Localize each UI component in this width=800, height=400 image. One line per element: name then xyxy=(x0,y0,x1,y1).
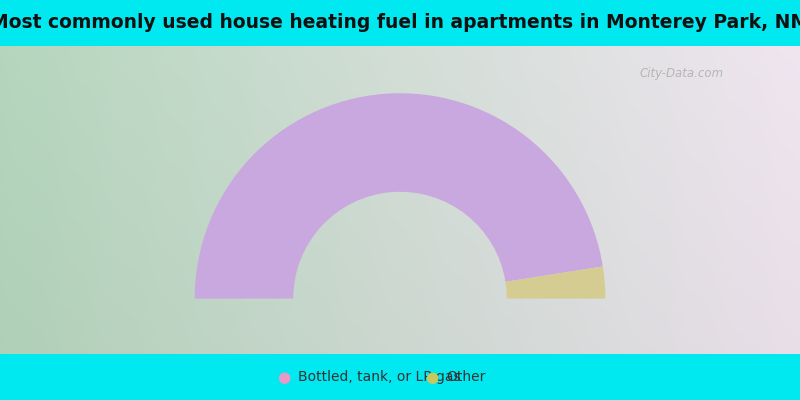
Wedge shape xyxy=(506,266,606,298)
Text: Other: Other xyxy=(446,370,486,384)
Wedge shape xyxy=(194,93,603,298)
Text: ●: ● xyxy=(426,370,438,384)
Text: Most commonly used house heating fuel in apartments in Monterey Park, NM: Most commonly used house heating fuel in… xyxy=(0,14,800,32)
Text: City-Data.com: City-Data.com xyxy=(640,68,724,80)
Text: Bottled, tank, or LP gas: Bottled, tank, or LP gas xyxy=(298,370,461,384)
Text: ●: ● xyxy=(278,370,290,384)
